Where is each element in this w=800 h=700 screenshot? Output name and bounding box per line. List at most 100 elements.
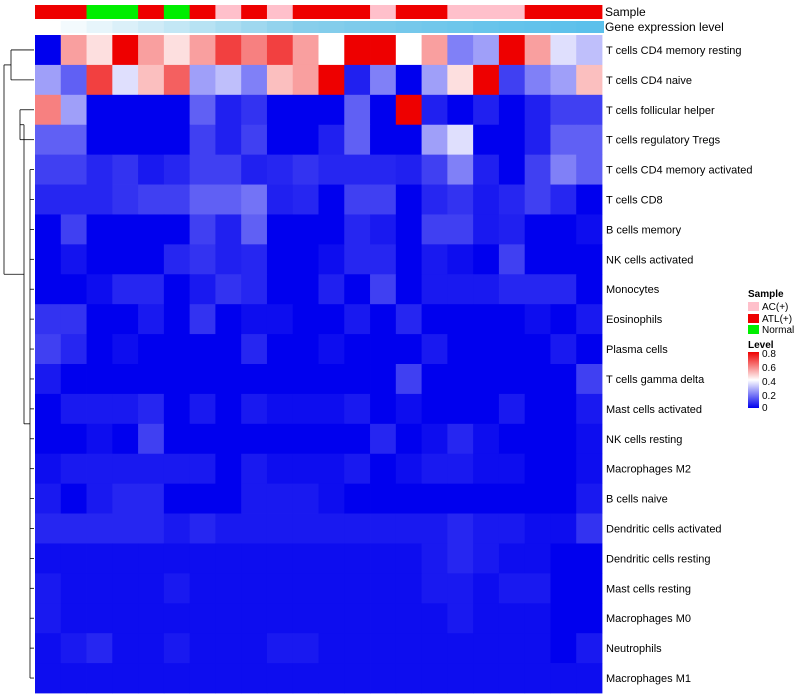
heat-cell-r3-c3	[112, 124, 139, 156]
heat-cell-r9-c13	[370, 304, 397, 335]
heat-cell-r19-c19	[524, 603, 551, 634]
heat-cell-r14-c17	[473, 453, 500, 485]
heat-cell-r5-c21	[576, 184, 603, 215]
legend-swatch-atl	[748, 314, 759, 323]
heat-cell-r12-c13	[370, 393, 397, 425]
heat-cell-r1-c5	[163, 64, 191, 96]
heat-cell-r20-c21	[576, 633, 603, 664]
level-tick-0.2: 0.2	[762, 391, 776, 402]
heat-cell-r8-c10	[292, 274, 319, 305]
heat-cell-r21-c18	[498, 663, 526, 694]
heat-cell-r6-c20	[550, 214, 577, 245]
heat-cell-r21-c6	[189, 663, 216, 694]
gene-anno-cell-17	[473, 21, 500, 33]
heat-cell-r17-c12	[344, 543, 371, 574]
heat-cell-r12-c5	[163, 393, 191, 425]
heat-cell-r18-c10	[292, 573, 319, 604]
gene-anno-cell-14	[395, 21, 422, 33]
heat-cell-r13-c9	[266, 423, 294, 455]
heat-cell-r0-c21	[576, 35, 603, 66]
heat-cell-r11-c2	[86, 364, 113, 395]
gene-anno-cell-7	[215, 21, 242, 33]
heat-cell-r1-c13	[370, 64, 397, 96]
gene-anno-edge	[602, 21, 604, 33]
heat-cell-r18-c9	[266, 573, 294, 604]
heat-cell-r4-c11	[318, 154, 345, 185]
heat-cell-r13-c16	[447, 423, 474, 455]
heat-cell-r3-c11	[318, 124, 345, 156]
heat-cell-r8-c17	[473, 274, 500, 305]
heat-cell-r15-c18	[498, 483, 526, 514]
row-label-19: Macrophages M0	[606, 613, 691, 625]
heat-cell-r6-c19	[524, 214, 551, 245]
heat-cell-r2-c15	[421, 94, 448, 126]
gene-anno-cell-19	[524, 21, 551, 33]
heat-cell-r18-c4	[138, 573, 165, 604]
heat-cell-r2-c11	[318, 94, 345, 126]
heat-cell-r4-c12	[344, 154, 371, 185]
heat-cell-r6-c7	[215, 214, 242, 245]
heat-cell-r10-c5	[163, 334, 191, 365]
row-dendrogram	[3, 49, 34, 679]
heat-cell-r15-c7	[215, 483, 242, 514]
heat-cell-r17-c3	[112, 543, 139, 574]
heat-cell-r5-c6	[189, 184, 216, 215]
sample-anno-cell-12	[344, 5, 371, 19]
heat-cell-r14-c1	[60, 453, 87, 485]
heat-cell-r14-c14	[395, 453, 422, 485]
heat-cell-r20-c12	[344, 633, 371, 664]
row-label-11: T cells gamma delta	[606, 374, 705, 386]
heat-cell-r4-c10	[292, 154, 319, 185]
heat-cell-r10-c8	[241, 334, 268, 365]
heat-cell-r6-c5	[163, 214, 191, 245]
heat-cell-r6-c6	[189, 214, 216, 245]
heat-cell-r0-c10	[292, 35, 319, 66]
heat-cell-r18-c5	[163, 573, 191, 604]
heat-cell-r10-c9	[266, 334, 294, 365]
heat-cell-r19-c7	[215, 603, 242, 634]
heat-cell-r8-c1	[60, 274, 87, 305]
heat-cell-r10-c11	[318, 334, 345, 365]
heat-cell-r15-c2	[86, 483, 113, 514]
heat-cell-r20-c11	[318, 633, 345, 664]
gene-expression-annotation-track	[35, 21, 604, 33]
heat-cell-r21-c21	[576, 663, 603, 694]
heat-cell-r11-c11	[318, 364, 345, 395]
heat-cell-r20-c3	[112, 633, 139, 664]
heat-cell-r10-c16	[447, 334, 474, 365]
heat-cell-r6-c15	[421, 214, 448, 245]
heat-cell-r1-c10	[292, 64, 319, 96]
heat-cell-r8-c3	[112, 274, 139, 305]
heat-cell-r12-c7	[215, 393, 242, 425]
heat-cell-r20-c9	[266, 633, 294, 664]
heat-cell-r18-c14	[395, 573, 422, 604]
row-label-1: T cells CD4 naive	[606, 75, 692, 87]
heat-cell-r19-c1	[60, 603, 87, 634]
heat-cell-r7-c20	[550, 244, 577, 275]
heat-cell-r14-c13	[370, 453, 397, 485]
sample-annotation-label: Sample	[605, 5, 646, 19]
heat-cell-r19-c15	[421, 603, 448, 634]
heat-cell-r7-c6	[189, 244, 216, 275]
heat-cell-r8-c18	[498, 274, 526, 305]
sample-anno-cell-18	[498, 5, 526, 19]
heat-cell-r12-c11	[318, 393, 345, 425]
gene-anno-cell-0	[35, 21, 62, 33]
heat-cell-r12-c4	[138, 393, 165, 425]
heat-cell-r2-c2	[86, 94, 113, 126]
heat-cell-r9-c9	[266, 304, 294, 335]
heat-cell-r3-c7	[215, 124, 242, 156]
heat-cell-r11-c20	[550, 364, 577, 395]
heat-cell-r18-c19	[524, 573, 551, 604]
heat-cell-r21-c14	[395, 663, 422, 694]
heat-cell-r19-c6	[189, 603, 216, 634]
level-legend-title: Level	[748, 340, 774, 351]
heat-cell-r17-c4	[138, 543, 165, 574]
heat-cell-r0-c7	[215, 35, 242, 66]
heat-cell-r6-c8	[241, 214, 268, 245]
heat-cell-r13-c15	[421, 423, 448, 455]
heat-cell-r2-c14	[395, 94, 422, 126]
heat-cell-r4-c5	[163, 154, 191, 185]
heat-cell-r4-c3	[112, 154, 139, 185]
heat-cell-r19-c18	[498, 603, 526, 634]
